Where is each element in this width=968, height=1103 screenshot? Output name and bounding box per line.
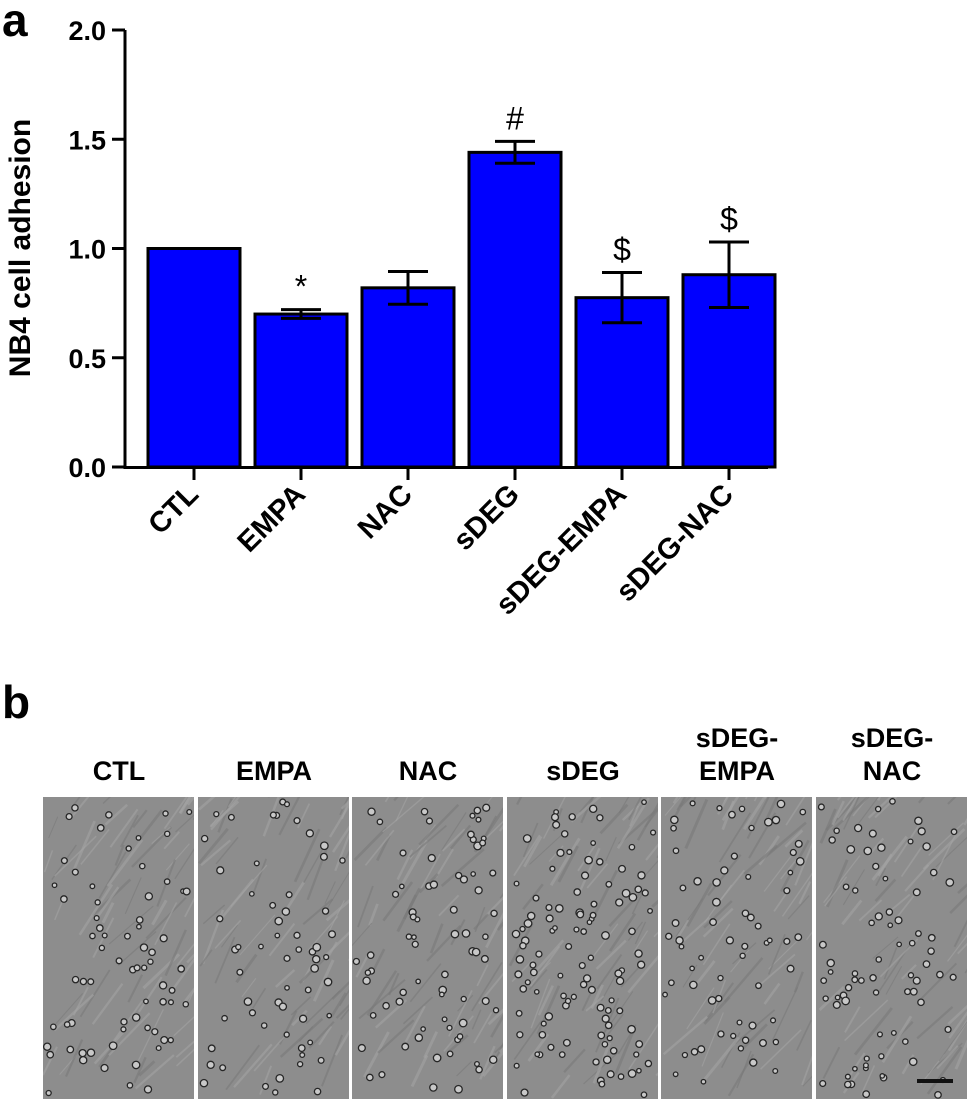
bar-nac	[360, 286, 456, 469]
bar-chart: a NB4 cell adhesion 0.0 0.5 1.0 1.5 2.0 * # $ $…	[2, 0, 777, 621]
micrograph-label-line2: EMPA	[698, 756, 775, 786]
significance-marker: $	[613, 232, 631, 268]
micrograph-image	[507, 797, 658, 1099]
significance-marker: #	[506, 100, 524, 136]
micrograph-label-line2: NAC	[862, 756, 922, 786]
micrograph-label: NAC	[351, 722, 505, 788]
micrograph-image	[661, 797, 812, 1099]
panel-a-letter: a	[2, 0, 28, 46]
x-tick-label: CTL	[142, 478, 204, 540]
micrograph-texture	[508, 797, 658, 1099]
scale-bar	[917, 1079, 953, 1083]
micrograph-label-line2	[197, 722, 351, 755]
micrograph-image	[816, 797, 967, 1099]
y-tick-label: 1.5	[68, 125, 106, 155]
micrograph-image	[198, 797, 349, 1099]
micrograph-texture	[43, 797, 194, 1097]
micrograph-image	[43, 797, 194, 1099]
bar-sdeg	[467, 150, 563, 469]
micrograph-label-line1: EMPA	[235, 756, 312, 786]
y-ticks: 0.0 0.5 1.0 1.5 2.0	[68, 16, 125, 483]
micrograph-texture	[662, 797, 812, 1097]
micrograph-texture	[198, 797, 349, 1096]
x-tick-label: NAC	[352, 478, 419, 545]
micrograph-texture	[817, 797, 967, 1099]
micrograph-label: sDEG- NAC	[815, 722, 968, 788]
micrograph-label-line1: CTL	[92, 756, 146, 786]
micrograph-label-line1: sDEG	[546, 756, 620, 786]
micrograph-label: CTL	[42, 722, 196, 788]
bar-empa	[253, 312, 349, 469]
micrograph-label: sDEG	[506, 722, 660, 788]
y-tick-label: 0.0	[68, 453, 106, 483]
panel-b-letter: b	[2, 676, 31, 728]
micrograph-label-line2	[506, 722, 660, 755]
micrograph-label-line1: NAC	[398, 756, 458, 786]
x-tick-label: sDEG	[447, 478, 525, 556]
micrograph-texture	[352, 797, 503, 1094]
significance-marker: *	[295, 269, 307, 305]
micrograph-label-line1: sDEG-	[850, 723, 934, 753]
significance-marker: $	[720, 201, 738, 237]
x-tick-label: EMPA	[232, 478, 312, 558]
micrograph-label: sDEG- EMPA	[660, 722, 814, 788]
micrograph-label-line2	[42, 722, 196, 755]
bars: * # $ $	[146, 100, 777, 469]
y-axis-label: NB4 cell adhesion	[4, 119, 37, 377]
micrograph-label-line1: sDEG-	[695, 723, 779, 753]
bar-ctl	[146, 247, 242, 469]
y-tick-label: 0.5	[68, 344, 106, 374]
y-tick-label: 1.0	[68, 235, 106, 265]
micrograph-label: EMPA	[197, 722, 351, 788]
micrograph-image	[352, 797, 503, 1099]
y-tick-label: 2.0	[68, 16, 106, 46]
micrograph-label-line2	[351, 722, 505, 755]
